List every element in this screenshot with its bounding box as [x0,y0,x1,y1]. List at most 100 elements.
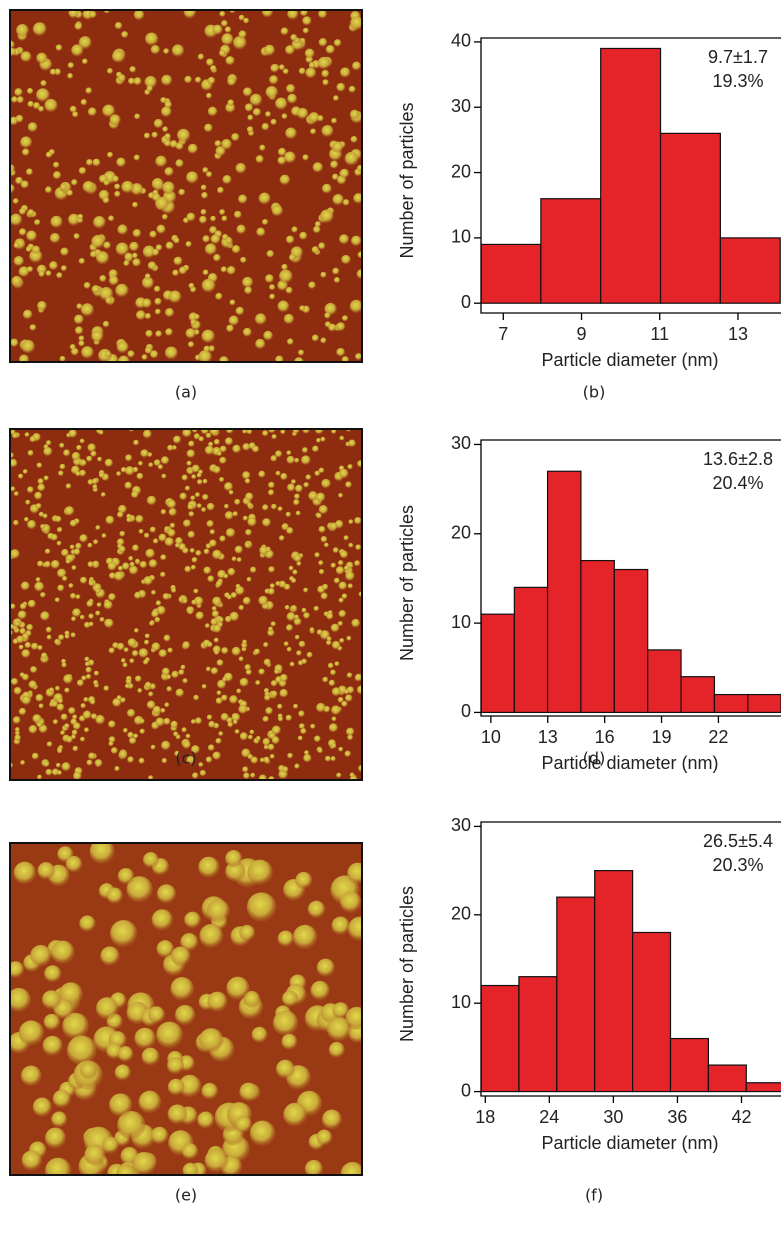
grain [65,558,71,565]
grain [221,215,228,222]
grain [93,215,106,229]
grain [60,265,67,272]
grain [50,215,63,229]
grain [221,33,234,46]
grain [37,560,44,568]
grain [149,526,157,533]
grain [132,201,139,208]
grain [313,225,321,234]
grain [13,520,19,526]
x-tick-label: 11 [650,324,669,344]
grain [132,1151,156,1175]
x-axis-label: Particle diameter (nm) [541,350,718,370]
grain [262,715,269,723]
grain [137,688,143,694]
grain [116,695,122,701]
grain [32,1097,53,1117]
grain [234,729,240,735]
grain [26,87,34,95]
grain [138,529,144,535]
grain [37,478,44,485]
grain [117,867,135,885]
grain [197,53,205,61]
grain [203,123,213,133]
grain [294,634,300,640]
grain [271,736,280,745]
annotation: 20.3% [712,855,763,875]
grain [258,192,271,205]
grain [144,273,151,280]
grain [106,151,114,158]
grain [117,355,130,362]
grain [279,673,288,683]
grain [317,56,331,70]
grain [244,542,251,549]
grain [318,525,326,534]
grain [283,641,289,647]
grain [259,144,266,151]
grain [170,587,177,594]
grain [311,334,319,342]
grain [63,674,73,685]
grain [354,673,362,682]
grain [293,493,301,500]
grain [314,221,322,228]
grain [316,437,322,443]
grain [64,506,75,516]
grain [182,598,188,604]
afm-image [10,429,362,780]
grain [328,323,337,332]
grain [285,624,294,632]
grain [188,440,195,448]
grain [175,159,184,168]
grain [325,44,335,55]
grain [249,566,257,574]
grain [141,1047,160,1066]
grain [303,612,311,620]
grain [167,1057,185,1075]
grain [26,623,34,632]
grain [236,224,247,235]
grain [44,548,51,555]
grain [108,593,116,601]
annotation: 20.4% [712,473,763,493]
plot-area [481,870,781,1093]
grain [222,174,232,185]
grain [179,492,188,501]
grain [270,680,278,687]
grain [206,641,213,648]
grain [314,470,321,477]
grain [224,511,234,520]
grain [155,600,162,606]
grain [205,756,213,764]
grain [348,519,354,525]
bar [647,649,682,714]
grain [151,131,159,139]
grain [34,581,45,592]
grain [305,474,312,481]
grain [331,705,341,716]
grain [341,700,348,708]
grain [32,22,47,37]
grain [323,542,329,548]
grain [136,472,144,480]
grain [81,675,87,681]
grain [286,646,292,653]
grain [79,438,85,444]
grain [213,438,220,446]
grain [11,275,23,287]
y-tick-label: 0 [461,292,471,312]
grain [184,75,193,84]
grain [337,620,344,627]
plot-area [481,47,781,304]
grain [99,286,114,301]
grain [277,300,290,313]
grain [73,233,80,240]
grain [83,282,91,290]
grain [332,1002,350,1019]
grain [242,639,248,645]
grain [68,707,76,715]
grain [295,871,313,889]
grain [232,511,239,517]
grain [304,1159,324,1175]
